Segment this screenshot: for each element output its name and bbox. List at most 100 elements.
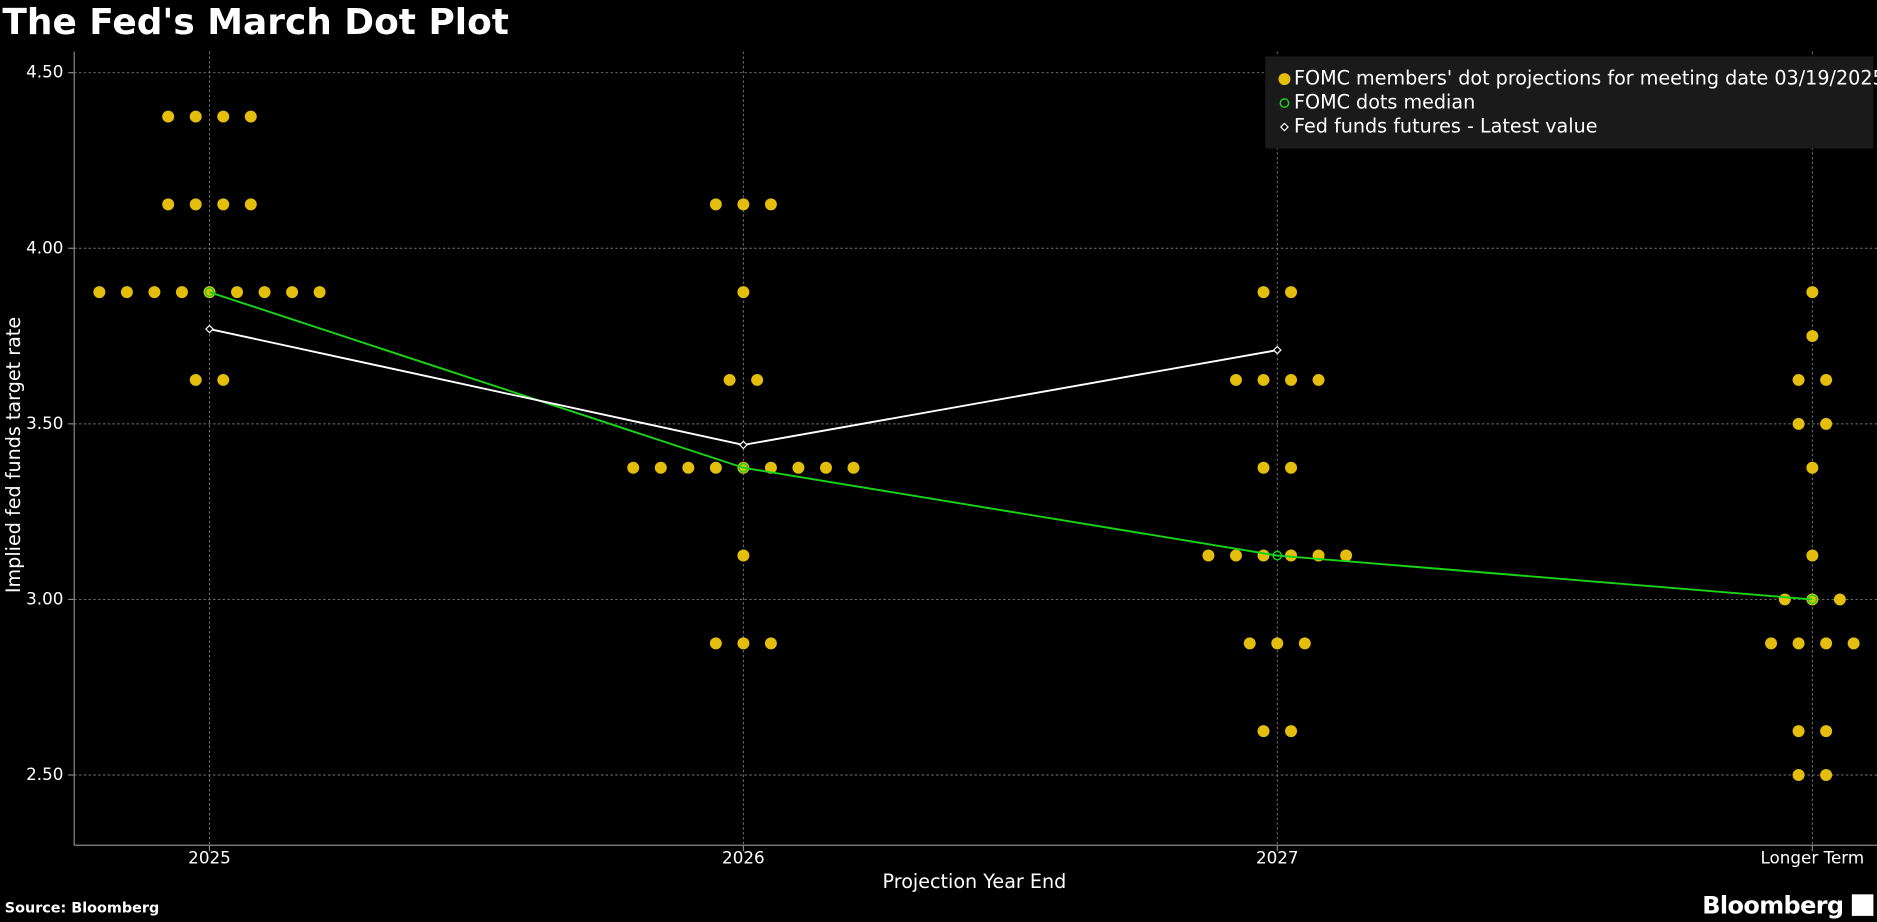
dot bbox=[1285, 725, 1298, 738]
dot bbox=[819, 461, 832, 474]
dot bbox=[1847, 637, 1860, 650]
dot bbox=[1229, 549, 1242, 562]
dot bbox=[1792, 769, 1805, 782]
dot bbox=[764, 198, 777, 211]
dot bbox=[1792, 725, 1805, 738]
dot bbox=[1792, 373, 1805, 386]
dot bbox=[1285, 461, 1298, 474]
futures-marker bbox=[738, 440, 748, 450]
dot bbox=[1820, 769, 1833, 782]
dot bbox=[244, 198, 257, 211]
dot bbox=[737, 637, 750, 650]
dot bbox=[162, 198, 175, 211]
dot bbox=[737, 549, 750, 562]
dot bbox=[1792, 637, 1805, 650]
dot bbox=[751, 373, 764, 386]
legend-label: Fed funds futures - Latest value bbox=[1294, 115, 1597, 138]
legend-box bbox=[1265, 56, 1874, 149]
y-tick-label: 2.50 bbox=[26, 764, 63, 784]
median-marker bbox=[738, 462, 749, 473]
legend-label: FOMC members' dot projections for meetin… bbox=[1294, 67, 1877, 90]
x-tick-label: 2025 bbox=[188, 847, 231, 867]
y-tick-label: 3.50 bbox=[26, 413, 63, 433]
dot bbox=[709, 637, 722, 650]
dot bbox=[764, 637, 777, 650]
dot bbox=[654, 461, 667, 474]
legend-symbol bbox=[1278, 73, 1291, 86]
dot bbox=[723, 373, 736, 386]
chart-title: The Fed's March Dot Plot bbox=[2, 2, 509, 43]
dot bbox=[1285, 373, 1298, 386]
dot bbox=[244, 110, 257, 123]
dot bbox=[1285, 286, 1298, 299]
dot bbox=[217, 198, 230, 211]
dot bbox=[189, 110, 202, 123]
dot bbox=[1806, 330, 1819, 343]
dot bbox=[682, 461, 695, 474]
dot bbox=[1257, 286, 1270, 299]
dot bbox=[1298, 637, 1311, 650]
dot bbox=[120, 286, 133, 299]
dot bbox=[217, 373, 230, 386]
x-axis-label: Projection Year End bbox=[883, 870, 1067, 893]
series-line bbox=[209, 291, 1813, 601]
dot bbox=[709, 198, 722, 211]
dot bbox=[1312, 373, 1325, 386]
dot bbox=[175, 286, 188, 299]
legend-label: FOMC dots median bbox=[1294, 91, 1475, 114]
dot bbox=[1271, 637, 1284, 650]
legend-symbol bbox=[1280, 122, 1289, 132]
dot bbox=[1285, 549, 1298, 562]
dot bbox=[627, 461, 640, 474]
dot bbox=[1257, 373, 1270, 386]
y-tick-label: 3.00 bbox=[26, 588, 63, 608]
dot bbox=[764, 461, 777, 474]
dot bbox=[189, 373, 202, 386]
futures-marker bbox=[1272, 345, 1282, 355]
brand: Bloomberg bbox=[1702, 891, 1843, 919]
dot bbox=[1257, 549, 1270, 562]
dot bbox=[1806, 461, 1819, 474]
dot bbox=[148, 286, 161, 299]
dot bbox=[1202, 549, 1215, 562]
dot bbox=[1340, 549, 1353, 562]
dot bbox=[737, 286, 750, 299]
dot bbox=[1257, 461, 1270, 474]
y-tick-label: 4.50 bbox=[26, 62, 63, 82]
dot bbox=[258, 286, 271, 299]
median-marker bbox=[1272, 550, 1283, 561]
median-marker bbox=[1807, 594, 1818, 605]
dot bbox=[1778, 593, 1791, 606]
median-marker bbox=[204, 287, 215, 298]
y-axis-label: Implied fed funds target rate bbox=[2, 317, 25, 593]
dot bbox=[1792, 417, 1805, 430]
dot bbox=[1806, 549, 1819, 562]
dot bbox=[162, 110, 175, 123]
dot bbox=[1820, 417, 1833, 430]
source: Source: Bloomberg bbox=[5, 901, 159, 917]
x-tick-label: Longer Term bbox=[1761, 847, 1865, 867]
dot bbox=[286, 286, 299, 299]
dot bbox=[1820, 725, 1833, 738]
dot bbox=[1229, 373, 1242, 386]
dot bbox=[1820, 637, 1833, 650]
dot bbox=[737, 198, 750, 211]
x-tick-label: 2027 bbox=[1256, 847, 1299, 867]
legend-symbol bbox=[1279, 98, 1290, 108]
dot bbox=[1243, 637, 1256, 650]
dot bbox=[217, 110, 230, 123]
dot bbox=[1806, 286, 1819, 299]
dot bbox=[1820, 373, 1833, 386]
dot bbox=[1765, 637, 1778, 650]
brand-icon bbox=[1851, 894, 1874, 916]
dot bbox=[1257, 725, 1270, 738]
dot bbox=[847, 461, 860, 474]
dot bbox=[792, 461, 805, 474]
dot bbox=[189, 198, 202, 211]
dot bbox=[1833, 593, 1846, 606]
dot bbox=[231, 286, 244, 299]
x-tick-label: 2026 bbox=[722, 847, 765, 867]
dot bbox=[313, 286, 326, 299]
